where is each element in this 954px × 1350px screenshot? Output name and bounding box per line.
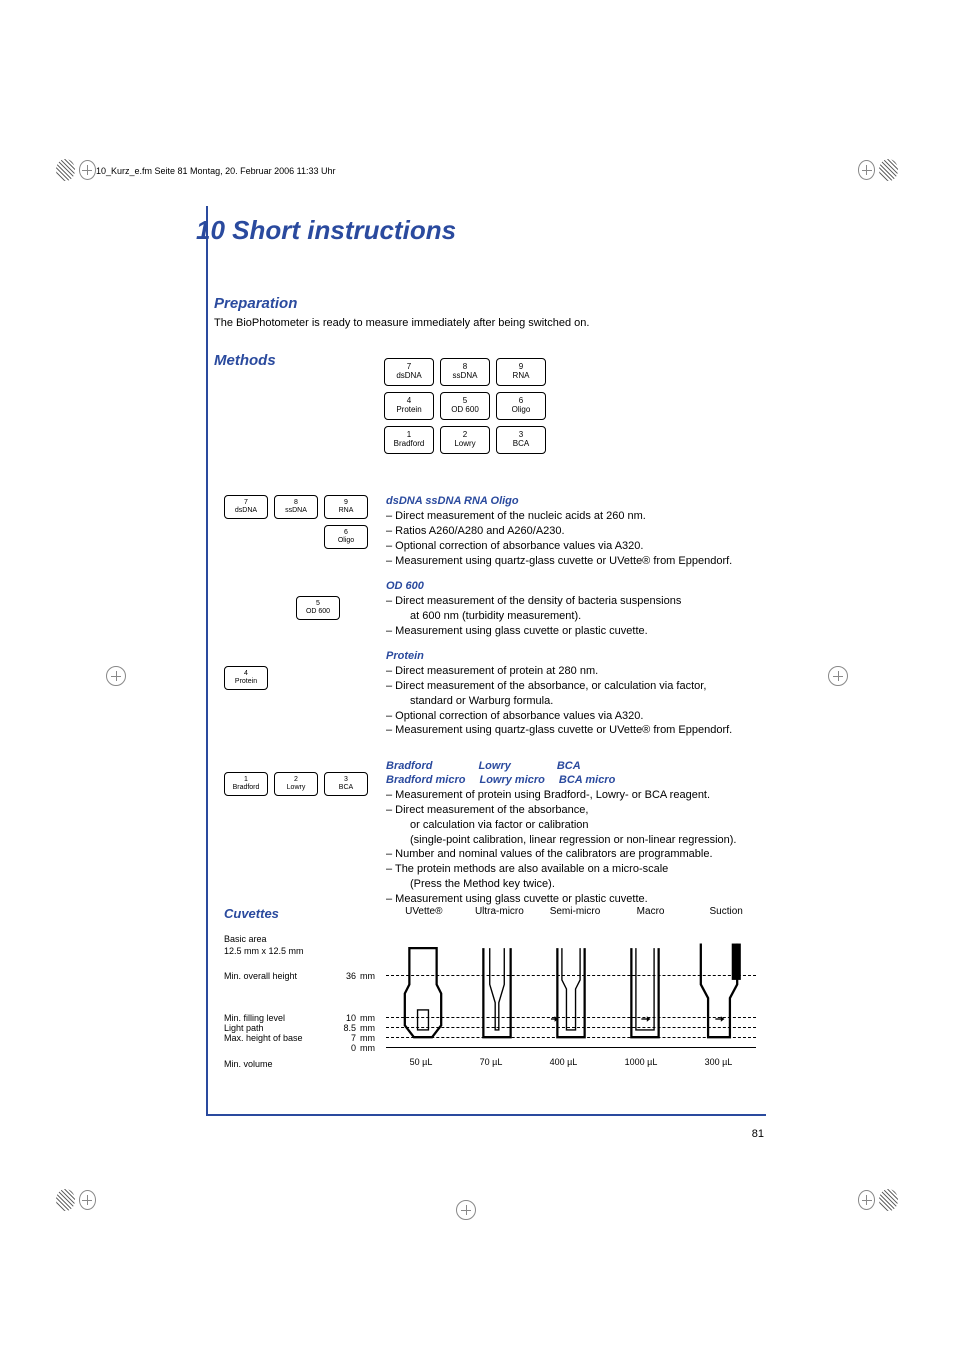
cuvette-semimicro-icon xyxy=(541,939,601,1039)
protein-b3: – Optional correction of absorbance valu… xyxy=(386,709,756,724)
key-sm-4: 4Protein xyxy=(224,666,268,690)
crop-mark-tr xyxy=(858,150,898,190)
protein-b1: – Direct measurement of protein at 280 n… xyxy=(386,664,756,679)
key-sm-6: 6Oligo xyxy=(324,525,368,549)
od600-b2: – Measurement using glass cuvette or pla… xyxy=(386,624,756,639)
bradford-b3: – Number and nominal values of the calib… xyxy=(386,847,756,862)
key-6-oligo: 6Oligo xyxy=(496,392,546,420)
od600-b1: – Direct measurement of the density of b… xyxy=(386,594,756,609)
nucleic-b1: – Direct measurement of the nucleic acid… xyxy=(386,509,756,524)
bradford-h3: BCA xyxy=(557,760,581,772)
bradford-h6: BCA micro xyxy=(559,774,615,786)
key-sm-7: 7dsDNA xyxy=(224,495,268,519)
cuvette-col-semi: Semi-micro xyxy=(537,906,613,921)
cuvette-col-macro: Macro xyxy=(613,906,689,921)
key-3-bca: 3BCA xyxy=(496,426,546,454)
cuvette-ultramicro-icon xyxy=(467,939,527,1039)
vol-uvette: 50 µL xyxy=(410,1057,433,1067)
key-sm-3: 3BCA xyxy=(324,772,368,796)
key-5-od600: 5OD 600 xyxy=(440,392,490,420)
key-sm-1: 1Bradford xyxy=(224,772,268,796)
protein-b4: – Measurement using quartz-glass cuvette… xyxy=(386,723,756,738)
cuvette-col-ultra: Ultra-micro xyxy=(462,906,538,921)
nucleic-b3: – Optional correction of absorbance valu… xyxy=(386,539,756,554)
bradford-b4b: (Press the Method key twice). xyxy=(386,877,756,892)
min-overall-label: Min. overall height xyxy=(224,971,334,981)
nucleic-heading: dsDNA ssDNA RNA Oligo xyxy=(386,495,756,507)
vol-suction: 300 µL xyxy=(705,1057,733,1067)
vol-macro: 1000 µL xyxy=(625,1057,658,1067)
crop-mark-bl xyxy=(56,1180,96,1220)
nucleic-b2: – Ratios A260/A280 and A260/A230. xyxy=(386,524,756,539)
bradford-b4: – The protein methods are also available… xyxy=(386,862,756,877)
bradford-b5: – Measurement using glass cuvette or pla… xyxy=(386,892,756,907)
protein-heading: Protein xyxy=(386,650,756,662)
basic-area-l2: 12.5 mm x 12.5 mm xyxy=(224,945,304,957)
crop-mark-bottom-center xyxy=(456,1200,476,1220)
nucleic-keys: 7dsDNA 8ssDNA 9RNA 6Oligo xyxy=(224,495,368,549)
min-vol-label: Min. volume xyxy=(224,1059,334,1069)
preparation-heading: Preparation xyxy=(214,295,754,312)
key-sm-8: 8ssDNA xyxy=(274,495,318,519)
od600-key: 5OD 600 xyxy=(296,596,340,620)
bradford-b2c: (single-point calibration, linear regres… xyxy=(386,833,756,848)
bradford-h4: Bradford micro xyxy=(386,774,465,786)
key-7-dsdna: 7dsDNA xyxy=(384,358,434,386)
zero-unit: mm xyxy=(360,1043,386,1053)
cuvette-suction-icon xyxy=(689,939,749,1039)
bradford-b1: – Measurement of protein using Bradford-… xyxy=(386,788,756,803)
main-keypad: 7dsDNA 8ssDNA 9RNA 4Protein 5OD 600 6Oli… xyxy=(384,358,546,454)
crop-mark-br xyxy=(858,1180,898,1220)
cuvette-uvette-icon xyxy=(393,939,453,1039)
key-1-bradford: 1Bradford xyxy=(384,426,434,454)
crop-mark-right-mid xyxy=(828,666,848,686)
od600-heading: OD 600 xyxy=(386,580,756,592)
cuvette-col-suction: Suction xyxy=(688,906,764,921)
protein-b2: – Direct measurement of the absorbance, … xyxy=(386,679,756,694)
preparation-body: The BioPhotometer is ready to measure im… xyxy=(214,316,754,331)
vol-ultra: 70 µL xyxy=(480,1057,503,1067)
header-file-info: 10_Kurz_e.fm Seite 81 Montag, 20. Februa… xyxy=(96,166,335,176)
bradford-h2: Lowry xyxy=(478,760,510,772)
bradford-b2b: or calculation via factor or calibration xyxy=(386,818,756,833)
nucleic-b4: – Measurement using quartz-glass cuvette… xyxy=(386,554,756,569)
crop-mark-tl xyxy=(56,150,96,190)
key-2-lowry: 2Lowry xyxy=(440,426,490,454)
protein-b2b: standard or Warburg formula. xyxy=(386,694,756,709)
key-sm-5: 5OD 600 xyxy=(296,596,340,620)
protein-key: 4Protein xyxy=(224,666,268,690)
bradford-h1: Bradford xyxy=(386,760,432,772)
cuvettes-heading: Cuvettes xyxy=(224,906,386,921)
page-number: 81 xyxy=(752,1128,764,1140)
key-9-rna: 9RNA xyxy=(496,358,546,386)
cuvette-macro-icon xyxy=(615,939,675,1039)
min-overall-val: 36 xyxy=(334,971,360,981)
cuvette-col-uvette: UVette® xyxy=(386,906,462,921)
key-sm-2: 2Lowry xyxy=(274,772,318,796)
key-4-protein: 4Protein xyxy=(384,392,434,420)
bradford-b2: – Direct measurement of the absorbance, xyxy=(386,803,756,818)
guide-zero xyxy=(386,1047,756,1048)
crop-mark-left-mid xyxy=(106,666,126,686)
vol-semi: 400 µL xyxy=(550,1057,578,1067)
min-overall-unit: mm xyxy=(360,971,386,981)
bradford-h5: Lowry micro xyxy=(479,774,544,786)
basic-area-l1: Basic area xyxy=(224,933,304,945)
od600-b1b: at 600 nm (turbidity measurement). xyxy=(386,609,756,624)
bradford-keys: 1Bradford 2Lowry 3BCA xyxy=(224,772,368,796)
methods-heading: Methods xyxy=(214,352,276,369)
key-8-ssdna: 8ssDNA xyxy=(440,358,490,386)
zero-val: 0 xyxy=(334,1043,360,1053)
key-sm-9: 9RNA xyxy=(324,495,368,519)
